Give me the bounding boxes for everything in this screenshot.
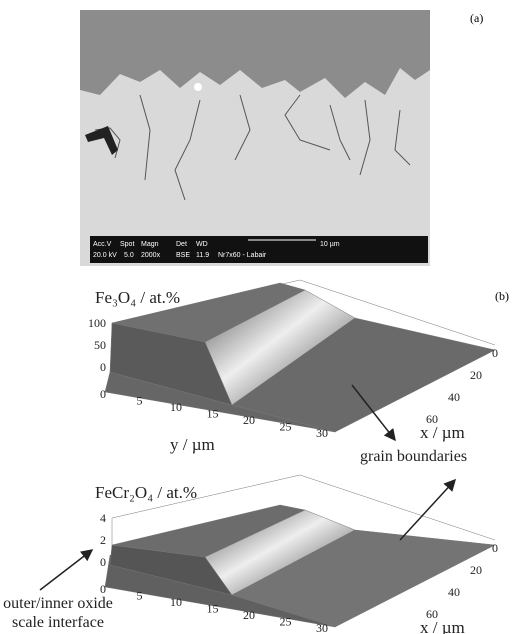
x-axis-label: x / µm (420, 618, 465, 634)
z-tick-label: 4 (100, 511, 106, 525)
y-tick-label: 0 (100, 387, 106, 401)
info-text: 5.0 (124, 252, 134, 259)
y-tick-label: 25 (280, 420, 292, 434)
info-text: Acc.V (93, 241, 112, 248)
figure: Acc.V Spot Magn Det WD 10 µm 20.0 kV 5.0 2000x BS… (0, 0, 523, 634)
y-tick-label: 5 (137, 394, 143, 408)
info-text: Det (176, 241, 187, 248)
arrow (40, 550, 92, 590)
annotation: scale interface (12, 614, 104, 631)
info-text: Spot (120, 241, 134, 248)
y-tick-label: 10 (170, 400, 182, 414)
info-text: Nr7x60 - Labair (218, 252, 267, 259)
y-axis-label: y / µm (170, 435, 215, 454)
info-text: BSE (176, 252, 190, 259)
y-axis-label: y / µm (170, 630, 215, 634)
x-tick-label: 40 (448, 585, 460, 599)
y-tick-label: 5 (137, 589, 143, 603)
y-tick-label: 20 (243, 608, 255, 622)
z-tick-label: 0 (100, 555, 106, 569)
info-text: WD (196, 241, 208, 248)
panel-label: (a) (470, 11, 483, 25)
z-tick-label: 100 (88, 316, 106, 330)
z-tick-label: 2 (100, 533, 106, 547)
x-axis-label: x / µm (420, 423, 465, 442)
z-tick-label: 0 (100, 360, 106, 374)
arrow (400, 480, 455, 540)
info-text: 2000x (141, 252, 161, 259)
annotation: outer/inner oxide (3, 595, 113, 612)
x-tick-label: 20 (470, 563, 482, 577)
z-tick-label: 50 (94, 338, 106, 352)
z-axis-label: Fe₃O₄ / at.% (95, 288, 180, 307)
x-tick-label: 0 (492, 346, 498, 360)
panel-label: (b) (495, 289, 509, 303)
x-tick-label: 40 (448, 390, 460, 404)
x-tick-label: 0 (492, 541, 498, 555)
x-tick-label: 20 (470, 368, 482, 382)
y-tick-label: 15 (207, 602, 219, 616)
y-tick-label: 30 (316, 426, 328, 440)
y-tick-label: 0 (100, 582, 106, 596)
y-tick-label: 10 (170, 595, 182, 609)
info-text: 11.9 (196, 252, 209, 259)
y-tick-label: 15 (207, 407, 219, 421)
info-text: Magn (141, 241, 159, 248)
annotation: grain boundaries (360, 448, 467, 465)
z-axis-label: FeCr₂O₄ / at.% (95, 483, 197, 502)
y-tick-label: 25 (280, 615, 292, 629)
y-tick-label: 30 (316, 621, 328, 634)
y-tick-label: 20 (243, 413, 255, 427)
sem-image (80, 10, 430, 266)
info-text: 20.0 kV (93, 252, 117, 259)
info-text: 10 µm (320, 241, 340, 248)
